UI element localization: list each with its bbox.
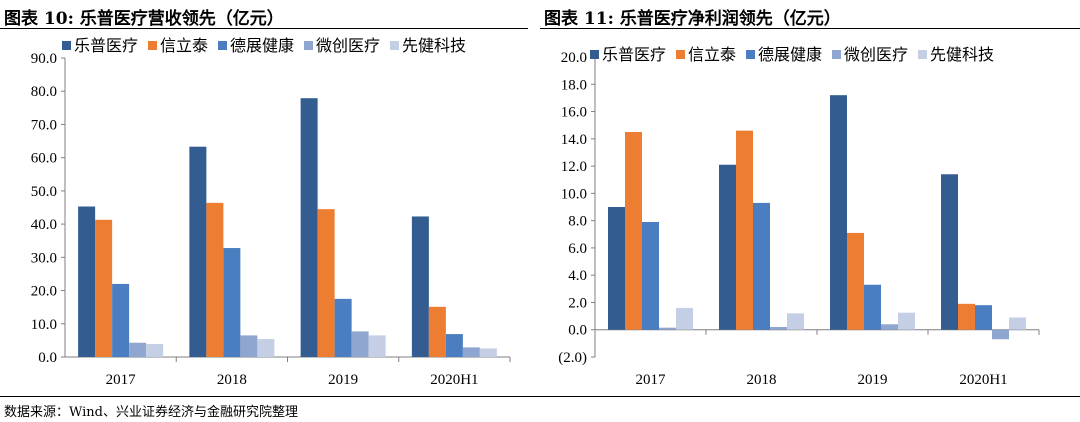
x-tick-label: 2019 <box>328 372 358 388</box>
x-tick-label: 2020H1 <box>430 372 478 388</box>
y-tick-label: 0.0 <box>38 350 57 366</box>
bar-乐普医疗 <box>411 216 429 357</box>
divider <box>540 28 1080 29</box>
legend-swatch <box>62 41 71 50</box>
bar-信立泰 <box>95 219 113 357</box>
y-tick-label: 80.0 <box>31 84 57 100</box>
legend-label: 乐普医疗 <box>602 46 666 64</box>
chart-1-title: 图表 10: 乐普医疗营收领先（亿元） <box>4 9 284 29</box>
y-tick-label: 10.0 <box>31 317 57 333</box>
bar-信立泰 <box>847 232 864 330</box>
bar-先健科技 <box>368 335 386 357</box>
legend-swatch <box>832 50 841 59</box>
legend-swatch <box>590 50 599 59</box>
legend-label: 信立泰 <box>160 37 208 55</box>
bar-德展健康 <box>445 334 463 357</box>
legend-swatch <box>390 41 399 50</box>
y-tick-label: 12.0 <box>561 159 587 175</box>
y-tick-label: (2.0) <box>558 350 587 366</box>
bar-先健科技 <box>898 312 915 330</box>
x-tick-label: 2018 <box>747 372 777 388</box>
x-tick-label: 2019 <box>858 372 888 388</box>
bar-乐普医疗 <box>78 206 96 357</box>
bar-微创医疗 <box>770 327 787 330</box>
bar-乐普医疗 <box>830 95 847 330</box>
bar-先健科技 <box>787 313 804 330</box>
x-tick-label: 2018 <box>217 372 247 388</box>
legend-label: 德展健康 <box>230 37 294 55</box>
y-tick-label: 60.0 <box>31 151 57 167</box>
y-tick-label: 18.0 <box>561 77 587 93</box>
bar-德展健康 <box>975 305 992 330</box>
legend-swatch <box>304 41 313 50</box>
bar-信立泰 <box>206 202 224 357</box>
divider <box>0 28 528 29</box>
y-tick-label: 20.0 <box>31 284 57 300</box>
bar-乐普医疗 <box>189 146 207 357</box>
legend-label: 德展健康 <box>758 46 822 64</box>
y-tick-label: 40.0 <box>31 217 57 233</box>
bar-乐普医疗 <box>941 174 958 330</box>
bar-微创医疗 <box>462 347 480 357</box>
legend-label: 乐普医疗 <box>74 37 138 55</box>
bar-微创医疗 <box>881 324 898 330</box>
x-tick-label: 2017 <box>106 372 137 388</box>
bar-德展健康 <box>223 248 241 357</box>
bar-微创医疗 <box>240 335 258 357</box>
legend-swatch <box>676 50 685 59</box>
chart-2-title: 图表 11: 乐普医疗净利润领先（亿元） <box>544 9 841 29</box>
y-tick-label: 90.0 <box>31 51 57 67</box>
bar-信立泰 <box>625 132 642 330</box>
y-tick-label: 0.0 <box>568 323 587 339</box>
source-note: 数据来源：Wind、兴业证券经济与金融研究院整理 <box>4 405 298 420</box>
bar-微创医疗 <box>659 327 676 330</box>
y-tick-label: 16.0 <box>561 105 587 121</box>
bar-信立泰 <box>958 303 975 330</box>
bar-信立泰 <box>428 306 446 357</box>
y-tick-label: 30.0 <box>31 250 57 266</box>
legend-label: 先健科技 <box>402 37 466 55</box>
bar-微创医疗 <box>129 342 147 357</box>
bar-先健科技 <box>676 307 693 330</box>
legend-swatch <box>746 50 755 59</box>
bar-德展健康 <box>864 284 881 330</box>
y-tick-label: 8.0 <box>568 214 587 230</box>
y-tick-label: 2.0 <box>568 295 587 311</box>
bar-德展健康 <box>753 202 770 330</box>
bar-先健科技 <box>257 339 275 357</box>
bar-德展健康 <box>334 298 352 357</box>
bar-微创医疗 <box>992 329 1009 340</box>
divider <box>0 396 1080 397</box>
bar-微创医疗 <box>351 331 369 357</box>
y-tick-label: 50.0 <box>31 184 57 200</box>
legend-swatch <box>148 41 157 50</box>
y-tick-label: 70.0 <box>31 117 57 133</box>
legend-label: 先健科技 <box>930 46 994 64</box>
y-tick-label: 14.0 <box>561 132 587 148</box>
y-tick-label: 20.0 <box>561 50 587 66</box>
bar-德展健康 <box>112 283 130 357</box>
legend-swatch <box>218 41 227 50</box>
legend-label: 微创医疗 <box>844 46 908 64</box>
bar-先健科技 <box>146 344 164 357</box>
bar-乐普医疗 <box>719 164 736 330</box>
y-tick-label: 6.0 <box>568 241 587 257</box>
bar-先健科技 <box>479 348 497 357</box>
bar-乐普医疗 <box>608 207 625 330</box>
legend-label: 微创医疗 <box>316 37 380 55</box>
bar-德展健康 <box>642 222 659 330</box>
bar-乐普医疗 <box>300 98 318 358</box>
x-tick-label: 2017 <box>636 372 667 388</box>
bar-信立泰 <box>317 209 335 357</box>
legend-swatch <box>918 50 927 59</box>
legend-label: 信立泰 <box>688 46 736 64</box>
x-tick-label: 2020H1 <box>959 372 1007 388</box>
bar-信立泰 <box>736 130 753 330</box>
y-tick-label: 10.0 <box>561 186 587 202</box>
bar-先健科技 <box>1009 317 1026 330</box>
y-tick-label: 4.0 <box>568 268 587 284</box>
